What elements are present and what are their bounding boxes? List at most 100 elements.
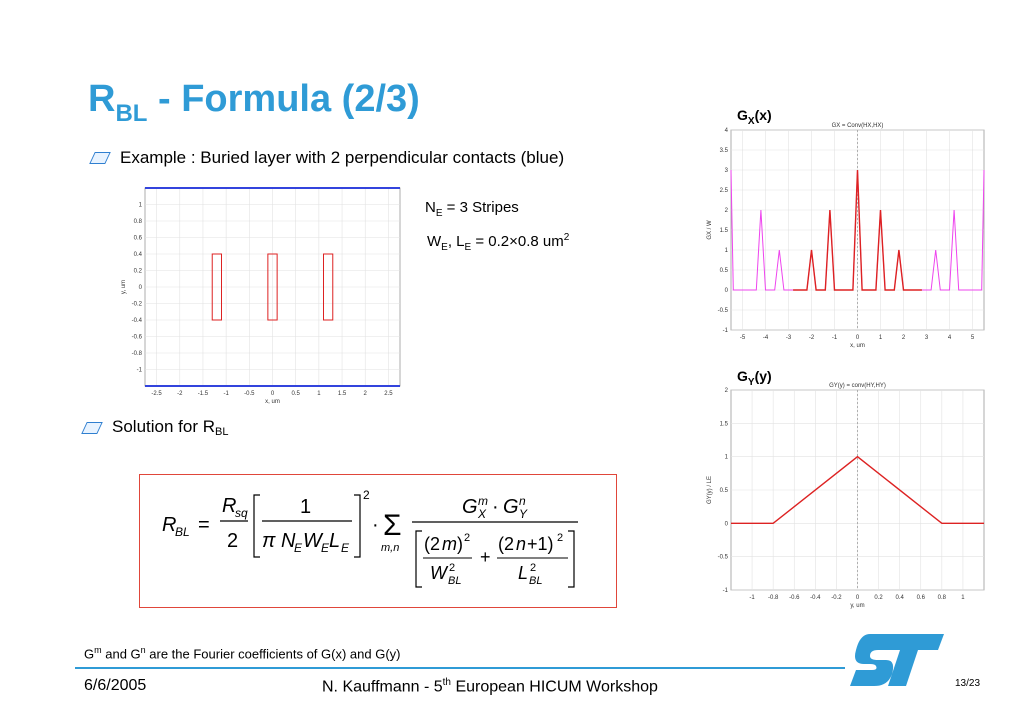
gx-xtick-label: 0 — [856, 335, 860, 341]
gx-ytick-label: -0.5 — [718, 308, 729, 314]
bullet-solution: Solution for RBL — [81, 417, 229, 438]
gy-ytick-label: 0 — [725, 521, 729, 527]
svg-text:2: 2 — [363, 488, 370, 502]
gy-series-0 — [731, 455, 984, 525]
layout-plot: -2.5 -2 -1.5 -1 -0.5 0 0.5 1 1.5 2 2.5 -1 -0.8 -0.6 -0… — [121, 187, 401, 405]
svg-text:BL: BL — [175, 525, 190, 539]
page-number: 13/23 — [955, 678, 981, 689]
svg-text:L: L — [329, 530, 340, 552]
svg-text:π N: π N — [262, 530, 296, 552]
we-note: WE, LE = 0.2×0.8 um2 — [427, 232, 570, 253]
gy-plot: -1 -0.8 -0.6 -0.4 -0.2 0 0.2 0.4 0.6 0.8 1 -1 -0.5 0 0… — [707, 383, 985, 609]
svg-text:m: m — [442, 534, 457, 554]
gy-xtick-label: 0.4 — [895, 595, 904, 601]
svg-text:n: n — [516, 534, 526, 554]
gx-series-1 — [793, 169, 922, 291]
gx-ytick-label: 3 — [725, 168, 729, 174]
layout-ytick-label: -0.6 — [132, 335, 143, 341]
bullet-icon — [89, 152, 111, 164]
gy-ytick-label: -1 — [723, 588, 729, 594]
svg-text:L: L — [518, 563, 528, 583]
layout-ytick-label: 0.2 — [134, 269, 143, 275]
svg-text:R: R — [222, 495, 236, 517]
svg-text:+1): +1) — [527, 534, 554, 554]
slide-title: RBL - Formula (2/3) — [88, 78, 420, 127]
layout-ylabel: y, um — [121, 280, 127, 294]
gx-ylabel: GX / W — [707, 220, 713, 240]
gx-plot: -5 -4 -3 -2 -1 0 1 2 3 4 5 -1 -0.5 0 0.5 1 1.5 2 2.5 3 3.5 4 x… — [707, 123, 985, 349]
gx-xtick-label: 2 — [902, 335, 906, 341]
gy-ytick-label: 1 — [725, 455, 729, 461]
svg-text:(2: (2 — [424, 534, 440, 554]
gy-xtick-label: -1 — [749, 595, 755, 601]
layout-ytick-label: 0.8 — [134, 219, 143, 225]
layout-xtick-label: -1.5 — [198, 391, 209, 397]
gx-ytick-label: 1.5 — [720, 228, 729, 234]
footer-center: N. Kauffmann - 5th European HICUM Worksh… — [322, 677, 658, 696]
gx-xlabel: x, um — [850, 343, 865, 349]
bullet-solution-text: Solution for RBL — [112, 417, 229, 438]
svg-text:G: G — [462, 496, 478, 518]
svg-text:(2: (2 — [498, 534, 514, 554]
gy-ytick-label: 2 — [725, 388, 729, 394]
svg-text:·: · — [492, 496, 499, 518]
layout-xtick-label: 2.5 — [384, 391, 393, 397]
gx-ytick-label: 0.5 — [720, 268, 729, 274]
layout-ytick-label: 0.6 — [134, 236, 143, 242]
formula: R BL = R sq 2 1 π N E W E L E 2 · Σ m,n … — [162, 488, 578, 588]
gy-xtick-label: 0.2 — [874, 595, 883, 601]
caption: Gm and Gn are the Fourier coefficients o… — [84, 645, 401, 662]
footer-date: 6/6/2005 — [84, 677, 147, 694]
layout-ytick-label: 0.4 — [134, 252, 143, 258]
gx-ytick-label: 3.5 — [720, 148, 729, 154]
layout-xtick-label: -1 — [223, 391, 229, 397]
svg-text:BL: BL — [529, 575, 542, 587]
svg-text:+: + — [480, 547, 491, 567]
gy-ytick-label: 0.5 — [720, 488, 729, 494]
svg-text:2: 2 — [557, 532, 563, 544]
gx-xtick-label: -4 — [763, 335, 769, 341]
svg-text:·: · — [372, 514, 379, 536]
gx-ytick-label: 2 — [725, 208, 729, 214]
gx-xtick-label: -3 — [786, 335, 792, 341]
gy-xlabel: y, um — [850, 603, 864, 609]
svg-text:): ) — [457, 534, 463, 554]
svg-text:G: G — [503, 496, 519, 518]
layout-xtick-label: 1 — [317, 391, 321, 397]
gy-xtick-label: -0.4 — [810, 595, 821, 601]
layout-xtick-label: -2.5 — [151, 391, 162, 397]
gy-xtick-label: 0 — [856, 595, 860, 601]
svg-text:E: E — [294, 541, 303, 555]
svg-text:m,n: m,n — [381, 542, 399, 554]
svg-text:=: = — [198, 514, 210, 536]
gx-plot-title: GX(x) — [737, 107, 772, 127]
gy-xtick-label: 0.6 — [917, 595, 926, 601]
gx-chart-title: GX = Conv(HX,HX) — [832, 123, 884, 129]
gx-xtick-label: -5 — [740, 335, 746, 341]
gy-plot-title: GY(y) — [737, 368, 772, 388]
layout-stripe — [267, 253, 278, 321]
gx-xtick-label: 3 — [925, 335, 929, 341]
gy-xtick-label: -0.2 — [831, 595, 842, 601]
gy-ylabel: GY(y) / LE — [707, 476, 713, 504]
svg-text:W: W — [303, 530, 324, 552]
gx-xtick-label: 4 — [948, 335, 952, 341]
layout-xtick-label: -2 — [177, 391, 183, 397]
svg-text:W: W — [430, 563, 449, 583]
gx-xtick-label: -2 — [809, 335, 815, 341]
footer-rule — [75, 667, 845, 669]
layout-stripe — [211, 253, 222, 321]
gy-ytick-label: -0.5 — [718, 555, 729, 561]
gy-xtick-label: -0.8 — [768, 595, 779, 601]
gy-xtick-label: 0.8 — [938, 595, 947, 601]
gx-xtick-label: -1 — [832, 335, 838, 341]
ne-note: NE = 3 Stripes — [425, 199, 519, 219]
svg-text:R: R — [162, 514, 176, 536]
gx-ytick-label: 1 — [725, 248, 729, 254]
layout-ytick-label: -0.8 — [132, 351, 143, 357]
layout-stripe — [323, 253, 334, 321]
layout-ytick-label: -0.2 — [132, 302, 143, 308]
layout-ytick-label: 0 — [139, 285, 143, 291]
bullet-example: Example : Buried layer with 2 perpendicu… — [89, 148, 564, 168]
svg-text:2: 2 — [449, 562, 455, 574]
